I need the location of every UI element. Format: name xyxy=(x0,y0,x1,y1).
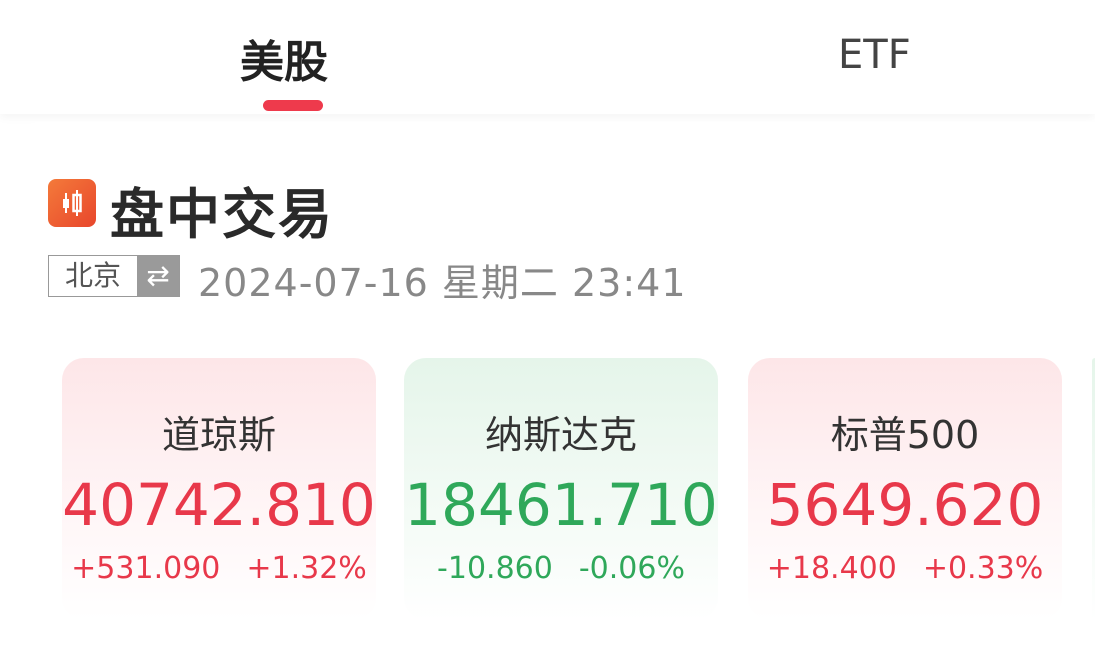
timezone-label: 北京 xyxy=(64,259,121,292)
section-title: 盘中交易 xyxy=(110,183,334,246)
index-percent: +0.33% xyxy=(922,551,1044,586)
index-name: 道琼斯 xyxy=(161,413,276,457)
timezone-toggle[interactable]: 北京 ⇄ xyxy=(48,255,180,297)
index-name: 标普500 xyxy=(830,413,980,457)
market-tabs: 美股 ETF xyxy=(0,0,1095,114)
index-price: 18461.710 xyxy=(404,471,718,539)
datetime: 2024-07-16 星期二 23:41 xyxy=(198,261,687,305)
tab-etf[interactable]: ETF xyxy=(838,32,911,78)
candlestick-icon xyxy=(48,179,96,227)
index-change: -10.860 xyxy=(437,551,553,586)
index-card-sp500[interactable]: 标普500 5649.620 +18.400 +0.33% xyxy=(748,358,1062,620)
index-card-dow[interactable]: 道琼斯 40742.810 +531.090 +1.32% xyxy=(62,358,376,620)
index-name: 纳斯达克 xyxy=(484,413,637,457)
index-card-next-edge[interactable] xyxy=(1092,358,1095,620)
tab-us-stocks[interactable]: 美股 xyxy=(240,37,328,88)
index-change: +18.400 xyxy=(766,551,897,586)
index-percent: +1.32% xyxy=(246,551,367,586)
index-card-nasdaq[interactable]: 纳斯达克 18461.710 -10.860 -0.06% xyxy=(404,358,718,620)
index-percent: -0.06% xyxy=(578,551,685,586)
index-price: 5649.620 xyxy=(766,471,1044,539)
active-tab-indicator xyxy=(263,100,323,111)
index-price: 40742.810 xyxy=(62,471,376,539)
index-change: +531.090 xyxy=(71,551,221,586)
swap-icon[interactable]: ⇄ xyxy=(137,256,179,296)
